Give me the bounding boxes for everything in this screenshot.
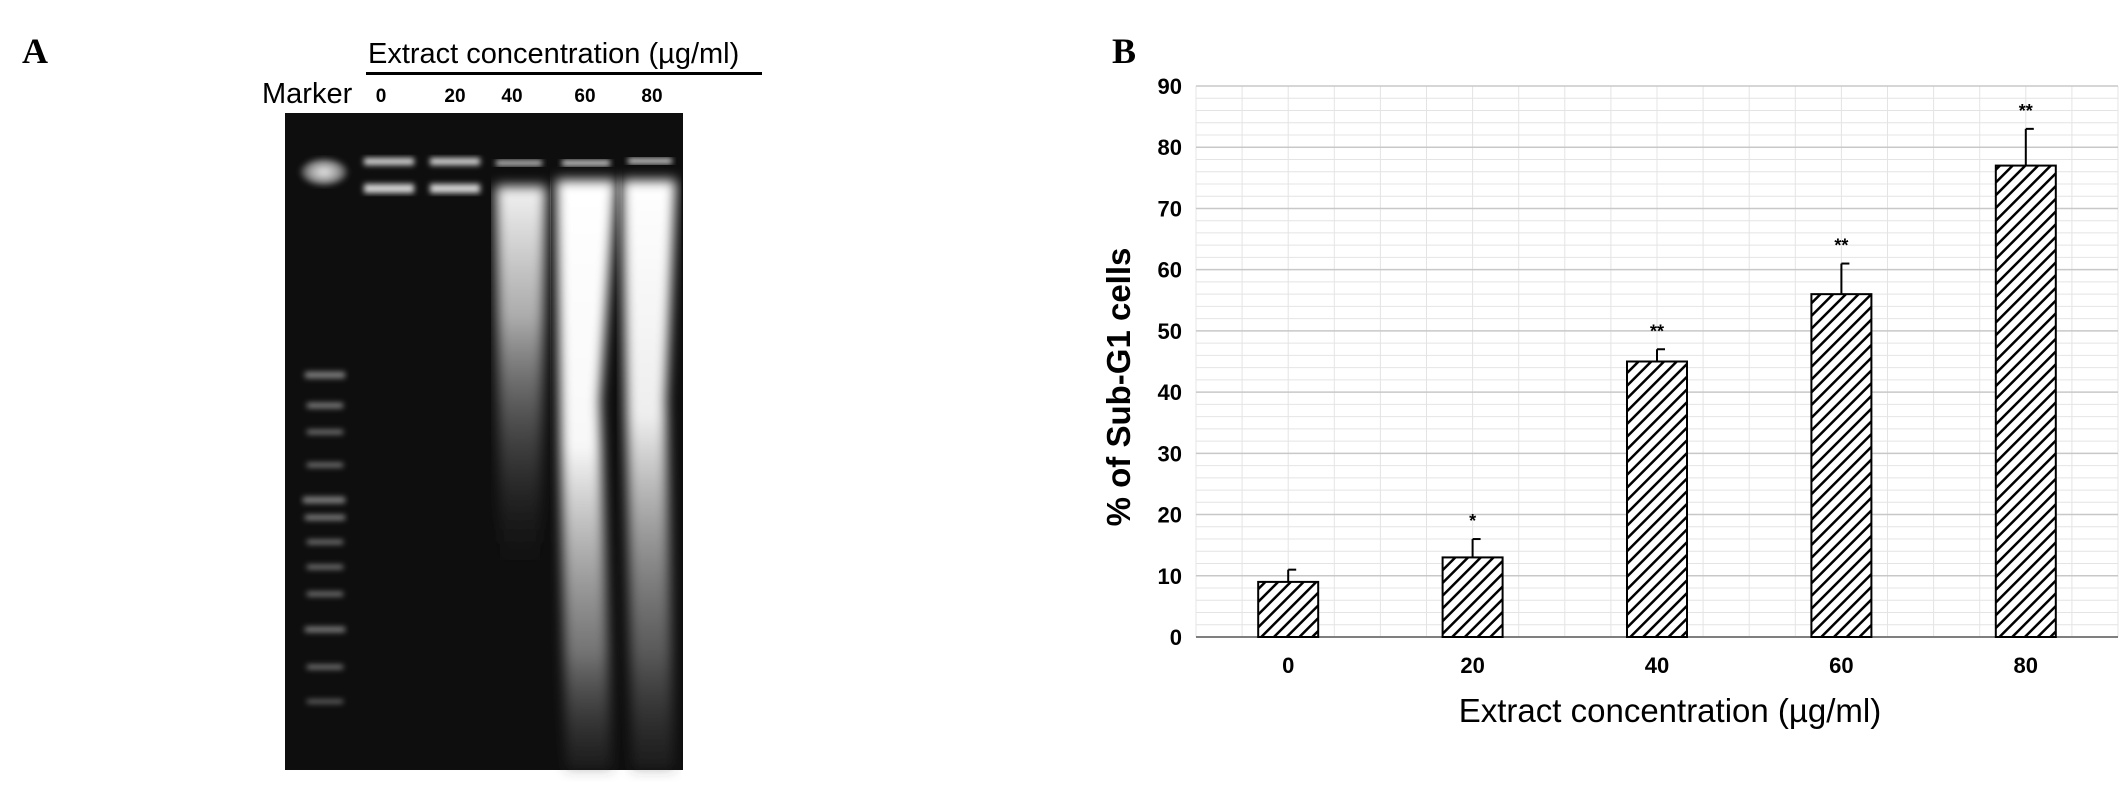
panel-b-letter: B <box>1112 31 1137 71</box>
gel-background <box>285 113 683 770</box>
x-tick-label: 0 <box>1282 653 1294 678</box>
lane-label-20: 20 <box>444 86 466 107</box>
significance-marker: ** <box>1834 236 1848 256</box>
y-tick-label: 80 <box>1158 135 1182 160</box>
y-tick-label: 30 <box>1158 441 1182 466</box>
y-tick-label: 10 <box>1158 564 1182 589</box>
significance-marker: * <box>1469 511 1476 531</box>
lane-label-0: 0 <box>375 86 387 107</box>
y-axis-title: % of Sub-G1 cells <box>1100 248 1137 527</box>
marker-label: Marker <box>262 78 353 110</box>
significance-marker: ** <box>2019 101 2033 121</box>
y-tick-label: 20 <box>1158 503 1182 528</box>
x-tick-label: 40 <box>1645 653 1669 678</box>
lane-label-60: 60 <box>574 86 596 107</box>
bar <box>1994 164 2057 638</box>
gel-title-underline <box>366 72 762 75</box>
y-tick-label: 40 <box>1158 380 1182 405</box>
x-tick-label: 20 <box>1460 653 1484 678</box>
lane-label-40: 40 <box>501 86 523 107</box>
gel-title: Extract concentration (µg/ml) <box>368 38 740 70</box>
y-tick-label: 60 <box>1158 258 1182 283</box>
x-tick-label: 60 <box>1829 653 1853 678</box>
y-tick-label: 70 <box>1158 196 1182 221</box>
significance-marker: ** <box>1650 321 1664 341</box>
bar <box>1257 580 1320 639</box>
panel-a-letter: A <box>22 31 48 71</box>
y-tick-label: 0 <box>1170 625 1182 650</box>
y-tick-label: 50 <box>1158 319 1182 344</box>
bar <box>1810 293 1873 638</box>
lane-label-80: 80 <box>641 86 663 107</box>
bar <box>1441 556 1504 639</box>
y-tick-label: 90 <box>1158 74 1182 99</box>
x-tick-label: 80 <box>2014 653 2038 678</box>
x-axis-title: Extract concentration (µg/ml) <box>1459 692 1882 729</box>
bar <box>1626 360 1688 638</box>
